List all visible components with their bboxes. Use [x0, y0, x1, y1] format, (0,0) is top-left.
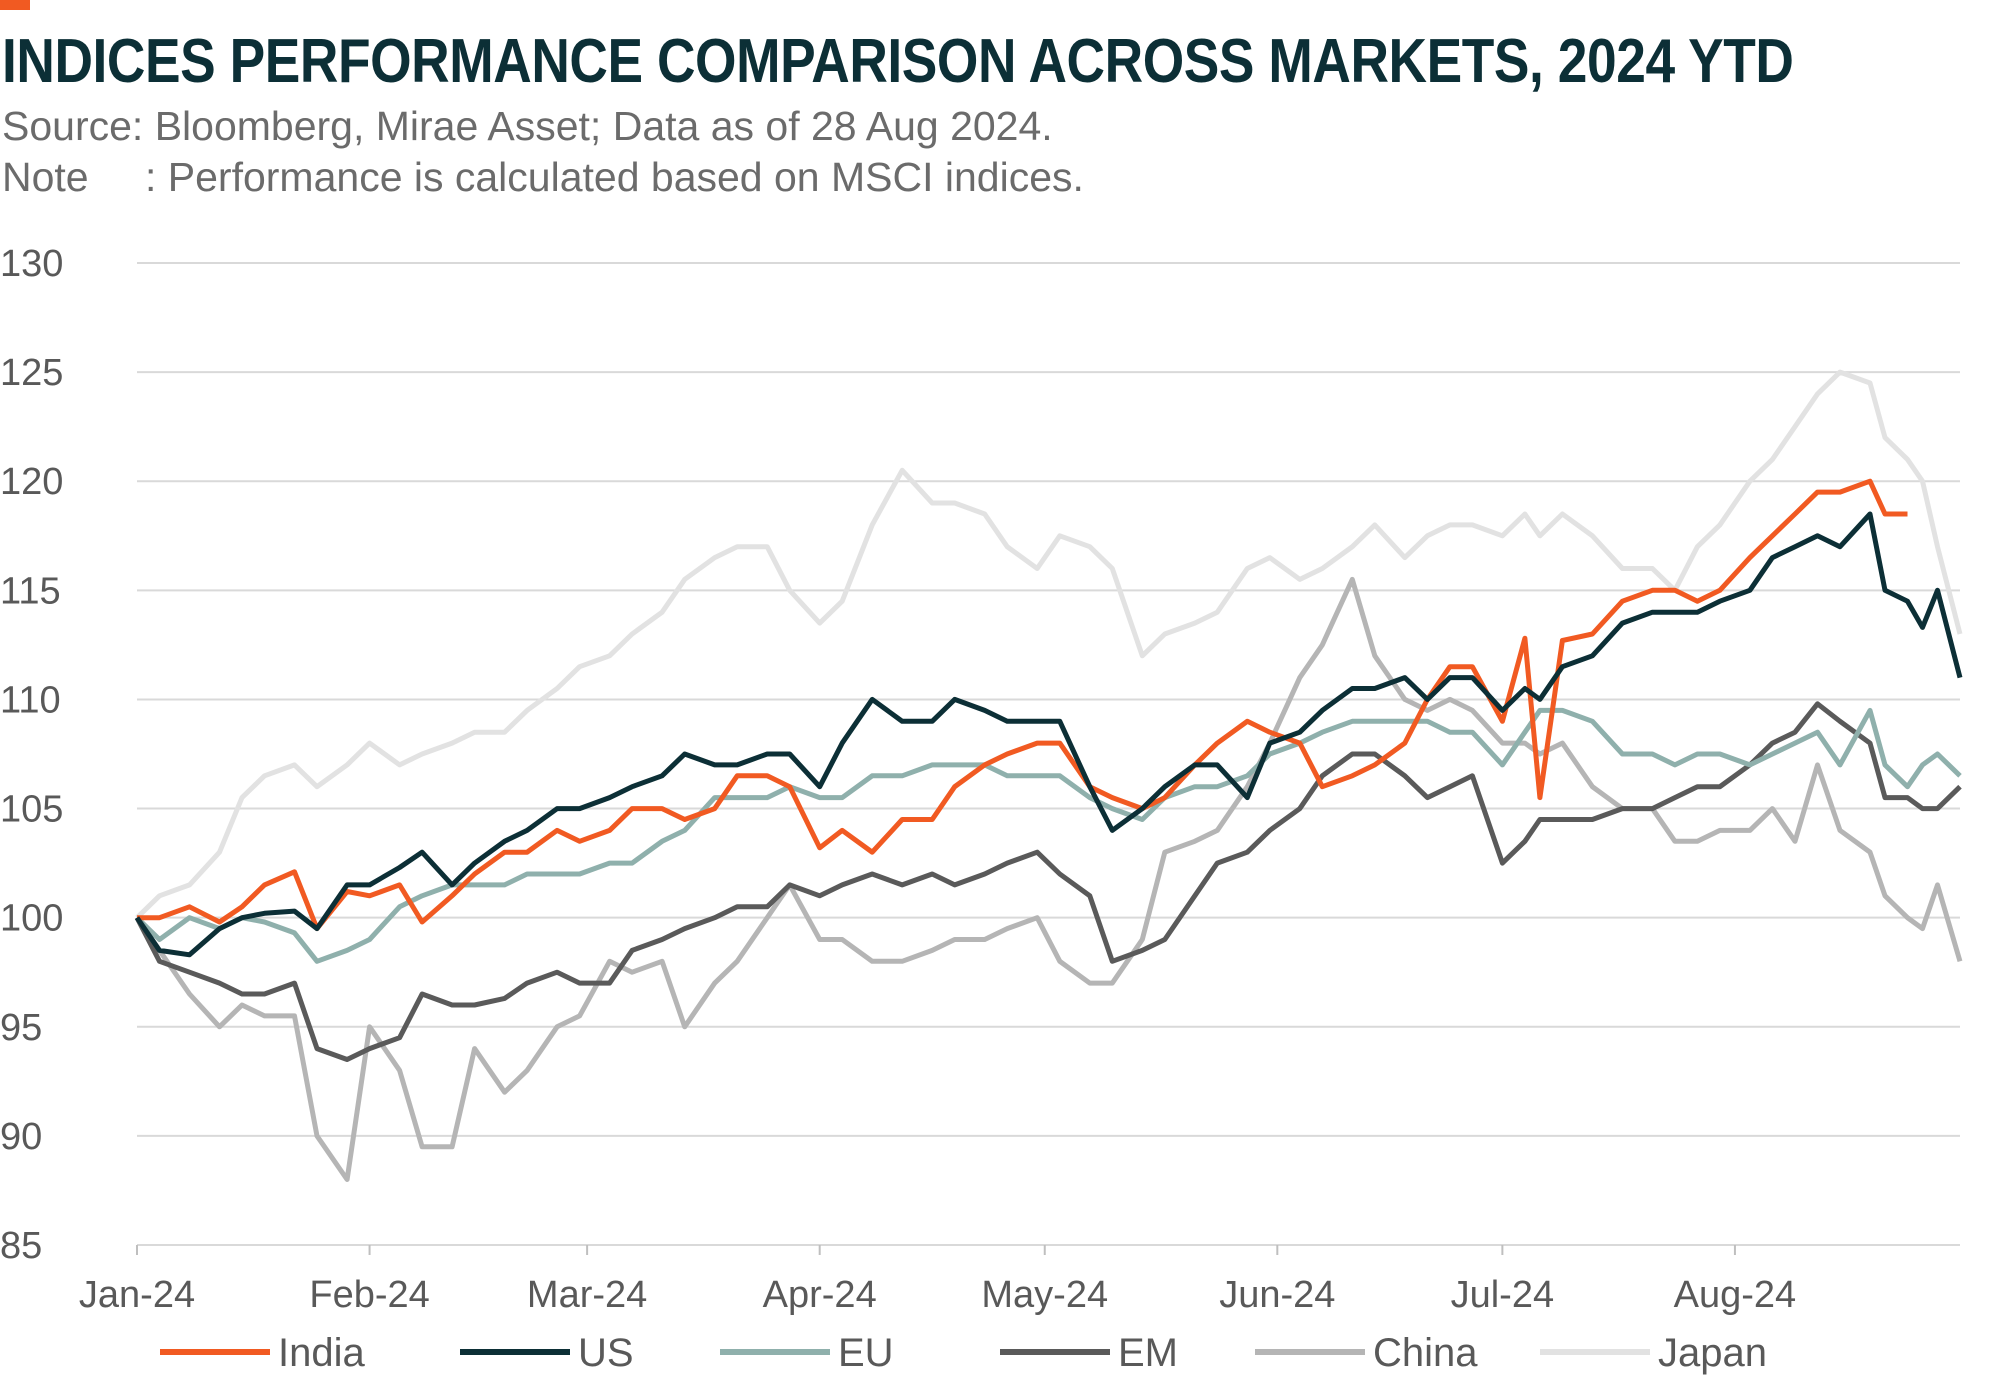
grid-lines: [137, 262, 1960, 1137]
series-line-india: [137, 478, 1908, 932]
x-axis: Jan-24 Feb-24 Mar-24 Apr-24 May-24 Jun-24 Jul-…: [79, 1244, 1960, 1316]
series-line-japan: [135, 369, 1963, 920]
x-tick-label: May-24: [981, 1274, 1108, 1316]
x-tick-label: Jun-24: [1219, 1274, 1335, 1316]
y-tick-label: 120: [0, 461, 63, 503]
legend-label-eu: EU: [838, 1331, 894, 1375]
legend-label-china: China: [1373, 1331, 1478, 1375]
note-label: Note: [2, 154, 89, 200]
chart-title: INDICES PERFORMANCE COMPARISON ACROSS MA…: [2, 27, 1794, 96]
y-tick-label: 95: [0, 1007, 42, 1049]
x-tick-label: Apr-24: [763, 1274, 877, 1316]
y-tick-label: 110: [0, 679, 61, 721]
x-tick-label: Jul-24: [1451, 1274, 1555, 1316]
accent-bar: [0, 0, 30, 10]
series-line-em: [134, 701, 1962, 1062]
series-line-eu: [135, 707, 1962, 964]
y-tick-label: 100: [0, 898, 63, 940]
y-tick-label: 85: [0, 1225, 42, 1267]
y-tick-label: 115: [0, 570, 61, 612]
legend-label-em: EM: [1118, 1331, 1178, 1375]
legend-label-us: US: [578, 1331, 634, 1375]
y-axis: 85 90 95 100 105 110 115 120 125 130: [0, 243, 63, 1267]
source-note: Source: Bloomberg, Mirae Asset; Data as …: [2, 103, 1053, 149]
y-tick-label: 130: [0, 243, 63, 285]
x-tick-label: Mar-24: [527, 1274, 647, 1316]
note-text: : Performance is calculated based on MSC…: [145, 154, 1084, 200]
x-tick-label: Aug-24: [1674, 1274, 1797, 1316]
method-note: Note : Performance is calculated based on…: [2, 154, 1084, 201]
legend-label-india: India: [278, 1331, 365, 1375]
legend-label-japan: Japan: [1658, 1331, 1767, 1375]
y-tick-label: 90: [0, 1116, 42, 1158]
x-tick-label: Feb-24: [309, 1274, 429, 1316]
legend: India US EU EM China Japan: [160, 1331, 1767, 1375]
y-tick-label: 125: [0, 352, 63, 394]
y-tick-label: 105: [0, 789, 63, 831]
series-line-china: [134, 576, 1963, 1182]
series-lines: [134, 369, 1963, 1182]
series-line-us: [134, 511, 1963, 958]
x-tick-label: Jan-24: [79, 1274, 195, 1316]
